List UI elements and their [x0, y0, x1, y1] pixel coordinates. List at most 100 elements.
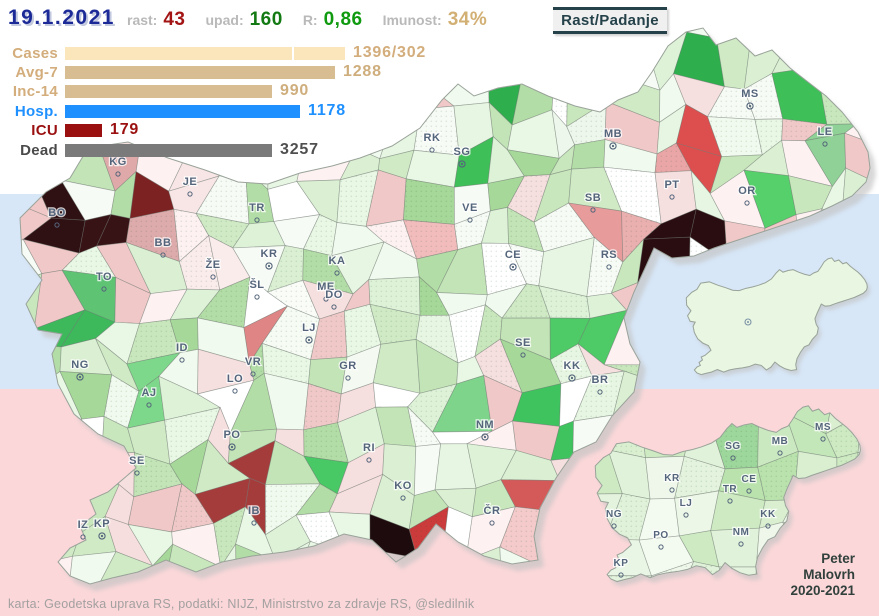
- municipality-cell-pattern: [534, 203, 595, 252]
- author-years: 2020-2021: [790, 583, 855, 598]
- municipality-label-SG: SG: [454, 146, 471, 158]
- municipality-cell-pattern: [550, 343, 593, 384]
- town-marker-icon: [467, 217, 473, 223]
- municipality-cell-pattern: [754, 118, 783, 155]
- municipality-label-NG: NG: [71, 359, 89, 371]
- municipality-cell-pattern: [336, 169, 379, 227]
- town-marker-icon: [520, 352, 526, 358]
- city-marker-icon: [609, 142, 617, 150]
- town-marker-icon: [669, 487, 675, 493]
- municipality-cell-pattern: [416, 315, 459, 363]
- municipality-cell-pattern: [707, 86, 755, 120]
- city-marker-dot-icon: [483, 435, 487, 439]
- municipality-label-ME: ME: [317, 281, 335, 293]
- municipality-label-MB: MB: [604, 128, 622, 140]
- municipality-cell-pattern: [481, 243, 527, 295]
- bar-fill: [65, 104, 300, 118]
- city-marker-icon: [458, 160, 466, 168]
- municipality-cell: [844, 132, 870, 185]
- municipality-label-TR: TR: [249, 202, 265, 214]
- municipality-cell-pattern: [603, 167, 662, 224]
- municipality-label-KP: KP: [614, 558, 629, 569]
- municipality-cell-pattern: [573, 371, 625, 422]
- municipality-label-KP: KP: [94, 518, 110, 530]
- town-marker-icon: [179, 357, 185, 363]
- municipality-cell-pattern: [419, 276, 449, 316]
- municipality-cell-pattern: [370, 304, 421, 345]
- stat-label-1: upad:: [205, 12, 244, 28]
- stat-value-2: 0,86: [323, 9, 363, 30]
- bar-value: 1396/302: [353, 43, 427, 61]
- town-marker-icon: [777, 450, 783, 456]
- town-marker-icon: [323, 296, 329, 302]
- municipality-cell-pattern: [310, 311, 348, 360]
- municipality-label-DO: DO: [325, 289, 343, 301]
- city-marker-dot-icon: [748, 104, 752, 108]
- city-marker-icon: [305, 336, 313, 344]
- municipality-cell: [67, 440, 120, 486]
- ghost-capital-marker-icon: [744, 318, 752, 326]
- town-marker-icon: [254, 294, 260, 300]
- municipality-cell-pattern: [302, 249, 354, 295]
- city-marker-icon: [509, 263, 517, 271]
- city-marker-dot-icon: [100, 534, 104, 538]
- municipality-cell-pattern: [707, 116, 763, 157]
- bar-value: 1178: [308, 101, 346, 119]
- city-marker-dot-icon: [307, 338, 311, 342]
- municipality-cell: [25, 416, 83, 447]
- municipality-label-VE: VE: [462, 202, 478, 214]
- municipality-label-KK: KK: [760, 509, 776, 520]
- stat-value-1: 160: [249, 9, 283, 30]
- municipality-label-CE: CE: [505, 249, 521, 261]
- town-marker-icon: [134, 470, 140, 476]
- municipality-cell-pattern: [586, 237, 623, 297]
- town-marker-icon: [730, 455, 736, 461]
- town-marker-icon: [101, 286, 107, 292]
- town-marker-icon: [187, 191, 193, 197]
- municipality-label-LO: LO: [227, 373, 243, 385]
- city-marker-dot-icon: [611, 144, 615, 148]
- municipality-cell-pattern: [407, 383, 457, 433]
- municipality-cell-pattern: [133, 452, 182, 497]
- sources-footer: karta: Geodetska uprava RS, podatki: NIJ…: [8, 597, 475, 611]
- municipality-cell-pattern: [267, 245, 304, 293]
- bar-label: Dead: [20, 141, 58, 159]
- bar-fill: [65, 46, 345, 60]
- town-marker-icon: [80, 534, 86, 540]
- bar-fill: [65, 85, 272, 99]
- municipality-label-SB: SB: [585, 192, 601, 204]
- municipality-cell-pattern: [621, 211, 662, 262]
- town-marker-icon: [400, 495, 406, 501]
- municipality-label-BB: BB: [155, 237, 172, 249]
- municipality-label-GR: GR: [339, 360, 357, 372]
- municipality-cell-pattern: [507, 207, 544, 252]
- municipality-label-TO: TO: [96, 271, 112, 283]
- municipality-cell-pattern: [104, 374, 139, 429]
- town-marker-icon: [146, 402, 152, 408]
- municipality-cell-pattern: [474, 339, 523, 393]
- municipality-label-BO: BO: [48, 207, 66, 219]
- municipality-cell-pattern: [344, 304, 381, 358]
- municipality-label-KA: KA: [329, 255, 346, 267]
- municipality-label-IZ: IZ: [78, 519, 89, 531]
- town-marker-icon: [254, 217, 260, 223]
- municipality-cell-pattern: [538, 285, 591, 319]
- rast-padanje-toggle-button[interactable]: Rast/Padanje: [553, 7, 667, 34]
- town-marker-icon: [210, 274, 216, 280]
- author-last-name: Malovrh: [803, 567, 855, 582]
- municipality-cell-pattern: [781, 118, 827, 141]
- municipality-label-SE: SE: [515, 337, 531, 349]
- municipality-label-NM: NM: [476, 419, 494, 431]
- municipality-cell-pattern: [303, 214, 337, 256]
- town-marker-icon: [160, 252, 166, 258]
- town-marker-icon: [611, 523, 617, 529]
- municipality-label-LE: LE: [817, 126, 832, 138]
- author-first-name: Peter: [821, 551, 855, 566]
- municipality-label-KO: KO: [394, 480, 412, 492]
- municipality-cell-pattern: [171, 483, 214, 532]
- bar-label: Inc-14: [12, 83, 58, 101]
- municipality-cell-pattern: [267, 280, 320, 320]
- municipality-label-CE: CE: [742, 474, 757, 485]
- town-marker-icon: [606, 264, 612, 270]
- stat-label-2: R:: [302, 12, 318, 28]
